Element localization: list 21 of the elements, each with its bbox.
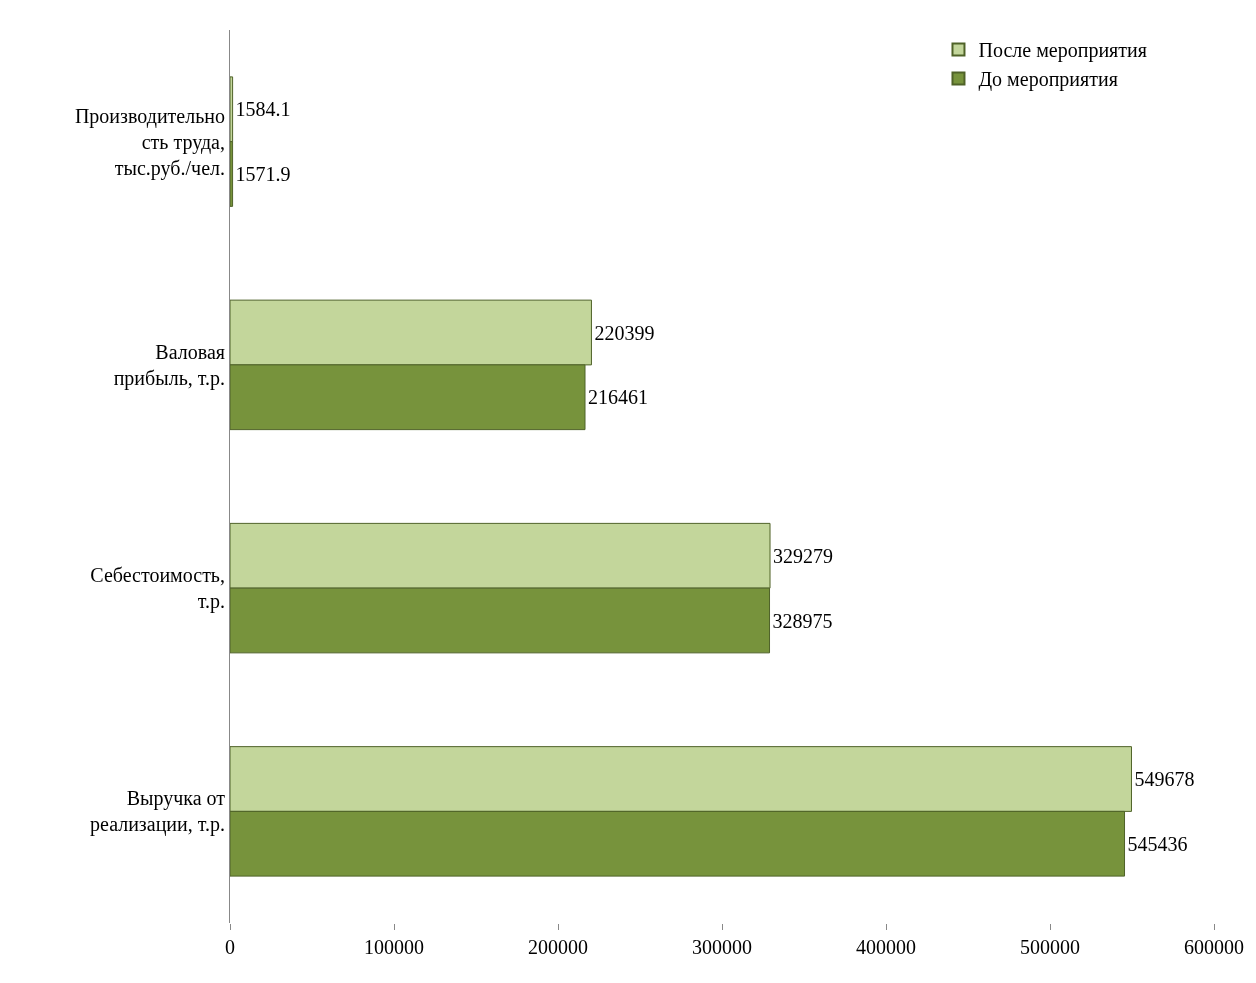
x-tick-label: 200000 xyxy=(528,936,588,958)
x-tick-label: 400000 xyxy=(856,936,916,958)
data-label: 1584.1 xyxy=(235,98,291,121)
data-label: 329279 xyxy=(773,544,834,567)
legend-label: После мероприятия xyxy=(978,39,1147,63)
x-tick-label: 600000 xyxy=(1184,936,1244,958)
legend-label: До мероприятия xyxy=(978,68,1118,92)
y-tick-label: Производительно сть труда, тыс.руб./чел. xyxy=(74,104,225,180)
x-tick-label: 300000 xyxy=(692,936,752,958)
data-label: 545436 xyxy=(1127,832,1188,855)
data-label: 549678 xyxy=(1134,768,1195,791)
x-tick-label: 100000 xyxy=(364,936,424,958)
data-label: 328975 xyxy=(772,609,833,632)
y-tick-label: Валовая прибыль, т.р. xyxy=(113,340,225,390)
y-tick-label: Выручка от реализации, т.р. xyxy=(90,787,226,837)
data-label: 220399 xyxy=(594,321,655,344)
x-tick-label: 500000 xyxy=(1020,936,1080,958)
y-tick-label: Себестоимость, т.р. xyxy=(90,564,225,614)
x-tick-label: 0 xyxy=(225,936,235,958)
data-label: 216461 xyxy=(588,386,648,409)
data-label: 1571.9 xyxy=(235,163,291,185)
